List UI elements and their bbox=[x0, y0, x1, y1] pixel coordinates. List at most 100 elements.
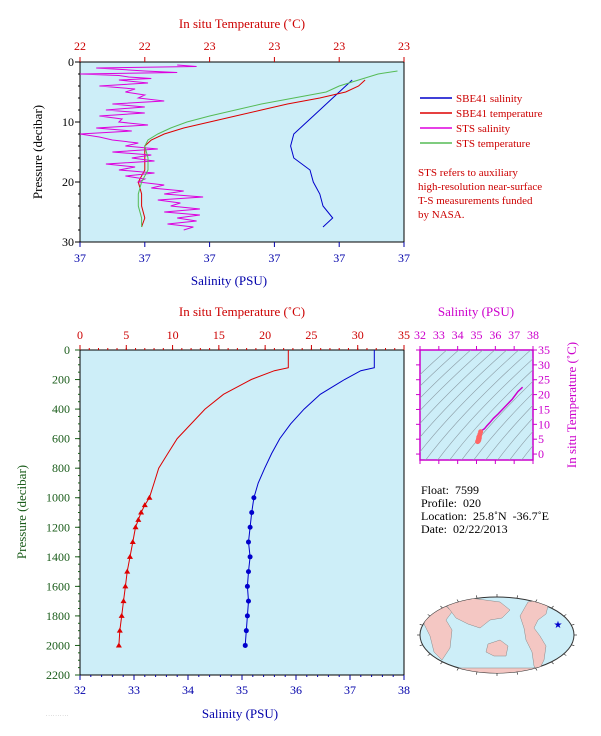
lower-y-tick-label: 600 bbox=[52, 432, 70, 446]
lower-series-group bbox=[115, 350, 375, 648]
lower-y-tick-label: 2000 bbox=[46, 638, 70, 652]
upper-bottom-axis-label: Salinity (PSU) bbox=[191, 273, 267, 288]
lower-bottom-axis-label: Salinity (PSU) bbox=[202, 706, 278, 721]
lower-y-tick-label: 1800 bbox=[46, 609, 70, 623]
upper-top-tick-label: 23 bbox=[204, 39, 216, 53]
ts-density-contour bbox=[420, 350, 472, 399]
upper-note-line-2: high-resolution near-surface bbox=[418, 181, 542, 193]
lower-top-tick-label: 30 bbox=[352, 328, 364, 342]
date-value: 02/22/2013 bbox=[453, 522, 508, 536]
upper-series-line-sbe41-temperature bbox=[137, 79, 366, 228]
map-frame-tick bbox=[516, 671, 519, 675]
upper-plot-area bbox=[79, 61, 405, 243]
ts-density-contour bbox=[485, 404, 533, 460]
ts-right-tick-label: 35 bbox=[538, 343, 550, 357]
lower-bottom-tick-label: 37 bbox=[344, 683, 356, 697]
temperature-marker bbox=[122, 583, 129, 589]
lower-top-tick-label: 10 bbox=[167, 328, 179, 342]
lower-top-tick-label: 25 bbox=[305, 328, 317, 342]
upper-y-tick-label: 30 bbox=[62, 235, 74, 249]
ts-axis-ticks bbox=[416, 346, 537, 464]
salinity-marker bbox=[245, 598, 251, 604]
salinity-marker bbox=[247, 524, 253, 530]
lower-y-tick-label: 1200 bbox=[46, 520, 70, 534]
map-frame-tick bbox=[427, 614, 431, 617]
map-frame-tick bbox=[419, 644, 423, 646]
temperature-marker bbox=[124, 568, 131, 574]
ts-density-contour bbox=[425, 350, 532, 460]
upper-bottom-tick-label: 37 bbox=[333, 251, 345, 265]
legend-label-sbe41-salinity: SBE41 salinity bbox=[456, 93, 523, 105]
map-frame-tick bbox=[456, 667, 459, 671]
footer-note: · · · · · · · · · · bbox=[46, 713, 68, 718]
lower-top-tick-label: 20 bbox=[259, 328, 271, 342]
upper-bottom-tick-label: 37 bbox=[139, 251, 151, 265]
ts-density-contour bbox=[497, 417, 533, 460]
lower-bottom-tick-label: 32 bbox=[74, 683, 86, 697]
map-frame-tick bbox=[563, 614, 567, 617]
lower-series-line-temperature bbox=[148, 350, 289, 498]
ts-top-tick-labels: 32 33 34 35 36 37 38 bbox=[414, 328, 539, 342]
salinity-marker bbox=[251, 495, 257, 501]
lower-profile-chart: In situ Temperature (˚C) 0 5 10 15 20 25 30 35 … bbox=[14, 304, 410, 721]
location-label: Location: bbox=[421, 509, 467, 523]
ts-density-contour bbox=[420, 350, 448, 375]
legend-label-sts-temperature: STS temperature bbox=[456, 138, 530, 150]
lower-plot-area bbox=[79, 349, 405, 676]
map-frame-tick bbox=[516, 595, 519, 599]
profile-value: 020 bbox=[463, 496, 481, 510]
upper-bottom-tick-label: 37 bbox=[398, 251, 410, 265]
ts-diagram-chart: Salinity (PSU) 32 33 34 35 36 37 38 0510152025… bbox=[414, 304, 579, 468]
temperature-marker bbox=[138, 509, 145, 515]
lower-y-tick-label: 1400 bbox=[46, 550, 70, 564]
location-value: 25.8˚N -36.7˚E bbox=[472, 509, 549, 523]
lower-y-tick-label: 400 bbox=[52, 402, 70, 416]
lower-bottom-tick-label: 35 bbox=[236, 683, 248, 697]
lower-y-tick-label: 2200 bbox=[46, 668, 70, 682]
upper-note-line-1: STS refers to auxiliary bbox=[418, 167, 518, 179]
temperature-marker bbox=[141, 502, 148, 508]
lower-bottom-tick-labels: 32 33 34 35 36 37 38 bbox=[74, 683, 410, 697]
ts-top-tick-label: 38 bbox=[527, 328, 539, 342]
ts-density-contour bbox=[449, 369, 533, 460]
lower-y-tick-label: 800 bbox=[52, 461, 70, 475]
lower-bottom-tick-label: 33 bbox=[128, 683, 140, 697]
map-frame-tick bbox=[571, 644, 575, 646]
upper-note-line-4: by NASA. bbox=[418, 209, 465, 221]
upper-top-tick-label: 23 bbox=[268, 39, 280, 53]
float-info: Float: 7599 Profile: 020 Location: 25.8˚… bbox=[421, 484, 549, 536]
ts-density-contour bbox=[509, 430, 533, 460]
ts-top-tick-label: 36 bbox=[489, 328, 501, 342]
map-frame-tick bbox=[475, 671, 478, 675]
upper-note-line-3: T-S measurements funded bbox=[418, 195, 533, 207]
temperature-marker bbox=[132, 524, 139, 530]
float-marker-icon: ★ bbox=[554, 620, 563, 631]
salinity-marker bbox=[245, 539, 251, 545]
upper-series-line-sts-temperature bbox=[137, 70, 398, 227]
salinity-marker bbox=[242, 642, 248, 648]
ts-density-contour bbox=[420, 350, 508, 438]
lower-y-axis-label: Pressure (decibar) bbox=[14, 465, 29, 559]
lower-axis-ticks bbox=[75, 345, 405, 680]
upper-y-tick-label: 20 bbox=[62, 175, 74, 189]
lower-y-tick-label: 1000 bbox=[46, 491, 70, 505]
ts-density-contour bbox=[420, 350, 520, 453]
lower-top-tick-label: 5 bbox=[123, 328, 129, 342]
upper-top-tick-label: 23 bbox=[333, 39, 345, 53]
upper-top-tick-label: 22 bbox=[74, 39, 86, 53]
lower-bottom-tick-label: 34 bbox=[182, 683, 194, 697]
upper-bottom-tick-label: 37 bbox=[204, 251, 216, 265]
ts-top-axis-label: Salinity (PSU) bbox=[438, 304, 514, 319]
ts-density-contour bbox=[420, 350, 484, 411]
ts-density-contour bbox=[461, 380, 533, 460]
legend-label-sts-salinity: STS salinity bbox=[456, 123, 511, 135]
salinity-marker bbox=[244, 583, 250, 589]
date-label: Date: bbox=[421, 522, 447, 536]
salinity-marker bbox=[247, 554, 253, 560]
temperature-marker bbox=[135, 516, 142, 522]
map-frame-tick bbox=[551, 605, 554, 609]
upper-series-group bbox=[80, 64, 398, 231]
ts-series-group bbox=[475, 386, 524, 445]
